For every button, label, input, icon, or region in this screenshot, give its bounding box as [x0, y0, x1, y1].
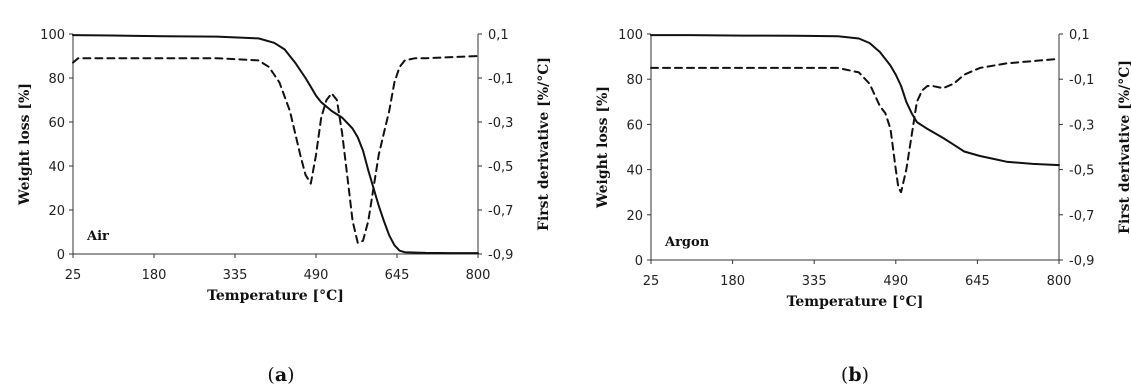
y-tick-label: 80 — [626, 73, 643, 88]
atmosphere-label: Air — [86, 229, 109, 244]
chart-panel-b: 25 180 335 490 645 800 0 20 40 60 80 100 -0,9 -0,7 -0,… — [595, 28, 1131, 386]
panel-caption: (b) — [841, 364, 869, 386]
y2-axis-title: First derivative [%/°C] — [1117, 60, 1131, 234]
y-tick-label: 60 — [626, 118, 643, 133]
x-tick-label: 645 — [965, 274, 990, 289]
x-tick-label: 335 — [223, 268, 248, 283]
y-tick-label: 20 — [626, 209, 643, 224]
y2-tick-label: -0,7 — [488, 204, 513, 219]
derivative-series-line — [650, 57, 1060, 194]
y-tick-label: 100 — [618, 28, 643, 43]
x-tick-label: 25 — [65, 268, 82, 283]
y-tick-label: 40 — [626, 164, 643, 179]
y-tick-label: 100 — [40, 28, 65, 43]
derivative-series-line — [72, 55, 479, 244]
y2-tick-label: -0,9 — [1069, 254, 1094, 269]
y-axis-title: Weight loss [%] — [595, 86, 611, 209]
x-tick-label: 180 — [142, 268, 167, 283]
y2-tick-label: 0,1 — [1069, 28, 1090, 43]
y2-tick-label: -0,1 — [1069, 73, 1094, 88]
x-tick-label: 490 — [304, 268, 329, 283]
y2-axis-title: First derivative [%/°C] — [536, 57, 552, 231]
x-tick-label: 335 — [802, 274, 827, 289]
y-tick-label: 80 — [48, 72, 65, 87]
x-axis-title: Temperature [°C] — [787, 294, 924, 310]
x-tick-label: 180 — [720, 274, 745, 289]
weight-loss-series-line — [72, 34, 479, 255]
atmosphere-label: Argon — [664, 235, 710, 250]
y-tick-label: 60 — [48, 116, 65, 131]
y2-tick-label: -0,3 — [488, 116, 513, 131]
y2-tick-label: -0,3 — [1069, 118, 1094, 133]
x-tick-label: 800 — [1047, 274, 1072, 289]
y2-tick-label: -0,9 — [488, 248, 513, 263]
y2-tick-label: 0,1 — [488, 28, 509, 43]
x-tick-label: 645 — [385, 268, 410, 283]
panel-caption: (a) — [267, 364, 294, 386]
x-tick-label: 490 — [883, 274, 908, 289]
y-tick-label: 20 — [48, 204, 65, 219]
y-tick-label: 0 — [635, 254, 643, 269]
x-tick-label: 25 — [643, 274, 660, 289]
y2-tick-label: -0,5 — [1069, 164, 1094, 179]
y2-tick-label: -0,5 — [488, 160, 513, 175]
x-axis-title: Temperature [°C] — [207, 288, 344, 304]
y-tick-label: 0 — [57, 248, 65, 263]
y2-tick-label: -0,1 — [488, 72, 513, 87]
y2-tick-label: -0,7 — [1069, 209, 1094, 224]
weight-loss-series-line — [650, 34, 1060, 167]
x-tick-label: 800 — [466, 268, 491, 283]
y-axis-title: Weight loss [%] — [17, 83, 33, 206]
chart-panel-a: 25 180 335 490 645 800 0 20 40 60 80 100 -0,9 -0,7 -0,… — [17, 28, 552, 386]
y-tick-label: 40 — [48, 160, 65, 175]
